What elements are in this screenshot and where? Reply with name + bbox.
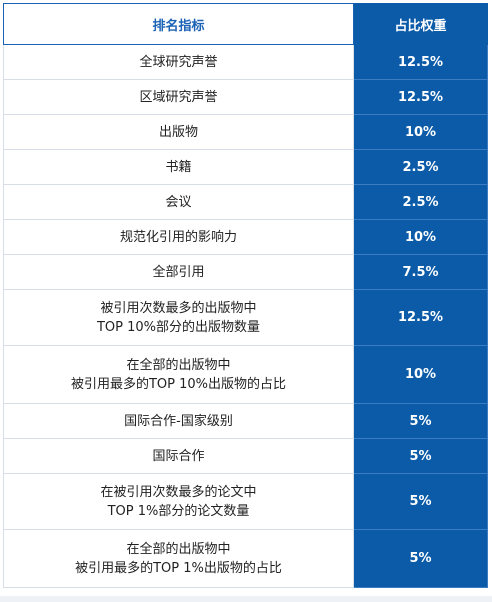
indicator-name-line: 出版物 xyxy=(158,124,198,140)
indicator-name-line: 会议 xyxy=(165,194,192,210)
indicator-name: 全球研究声誉 xyxy=(3,44,354,80)
header-indicator: 排名指标 xyxy=(3,3,354,45)
indicator-name-line: 全球研究声誉 xyxy=(139,54,218,70)
table-header-row: 排名指标 占比权重 xyxy=(3,3,488,45)
weight-value: 5% xyxy=(353,473,488,530)
table-row: 在全部的出版物中 被引用最多的TOP 1%出版物的占比 5% xyxy=(3,529,488,588)
weight-value: 7.5% xyxy=(353,254,488,290)
table-row: 区域研究声誉 12.5% xyxy=(3,79,488,115)
table-row: 全部引用 7.5% xyxy=(3,254,488,290)
ranking-weights-table: 排名指标 占比权重 全球研究声誉 12.5% 区域研究声誉 12.5% 出版物 … xyxy=(3,3,488,588)
table-row: 国际合作 5% xyxy=(3,438,488,474)
indicator-name-line: 区域研究声誉 xyxy=(139,89,218,105)
weight-value: 5% xyxy=(353,438,488,474)
indicator-name: 区域研究声誉 xyxy=(3,79,354,115)
indicator-name: 全部引用 xyxy=(3,254,354,290)
weight-value: 12.5% xyxy=(353,79,488,115)
indicator-name-line: 被引用次数最多的出版物中 xyxy=(100,300,257,316)
ranking-weights-table-container: 排名指标 占比权重 全球研究声誉 12.5% 区域研究声誉 12.5% 出版物 … xyxy=(3,3,488,588)
indicator-name-line: 全部引用 xyxy=(152,264,205,280)
header-weight: 占比权重 xyxy=(353,3,488,45)
weight-value: 12.5% xyxy=(353,44,488,80)
weight-value: 5% xyxy=(353,403,488,439)
table-row: 在全部的出版物中 被引用最多的TOP 10%出版物的占比 10% xyxy=(3,345,488,404)
indicator-name: 书籍 xyxy=(3,149,354,185)
table-row: 被引用次数最多的出版物中 TOP 10%部分的出版物数量 12.5% xyxy=(3,289,488,346)
table-row: 书籍 2.5% xyxy=(3,149,488,185)
indicator-name-line: 被引用最多的TOP 1%出版物的占比 xyxy=(75,560,282,576)
weight-value: 10% xyxy=(353,219,488,255)
indicator-name: 规范化引用的影响力 xyxy=(3,219,354,255)
table-row: 规范化引用的影响力 10% xyxy=(3,219,488,255)
indicator-name-line: TOP 1%部分的论文数量 xyxy=(107,503,250,519)
indicator-name: 会议 xyxy=(3,184,354,220)
weight-value: 2.5% xyxy=(353,149,488,185)
indicator-name: 国际合作 xyxy=(3,438,354,474)
weight-value: 10% xyxy=(353,114,488,150)
indicator-name-line: 在被引用次数最多的论文中 xyxy=(100,484,257,500)
table-row: 全球研究声誉 12.5% xyxy=(3,44,488,80)
indicator-name: 在全部的出版物中 被引用最多的TOP 10%出版物的占比 xyxy=(3,345,354,404)
indicator-name-line: 被引用最多的TOP 10%出版物的占比 xyxy=(70,376,287,392)
weight-value: 2.5% xyxy=(353,184,488,220)
weight-value: 5% xyxy=(353,529,488,588)
indicator-name: 被引用次数最多的出版物中 TOP 10%部分的出版物数量 xyxy=(3,289,354,346)
indicator-name-line: 国际合作 xyxy=(152,448,205,464)
weight-value: 10% xyxy=(353,345,488,404)
table-row: 在被引用次数最多的论文中 TOP 1%部分的论文数量 5% xyxy=(3,473,488,530)
indicator-name-line: 在全部的出版物中 xyxy=(126,357,231,373)
table-row: 会议 2.5% xyxy=(3,184,488,220)
indicator-name-line: 国际合作-国家级别 xyxy=(124,413,233,429)
bottom-divider xyxy=(0,596,492,602)
indicator-name-line: 书籍 xyxy=(165,159,192,175)
indicator-name: 在被引用次数最多的论文中 TOP 1%部分的论文数量 xyxy=(3,473,354,530)
table-row: 国际合作-国家级别 5% xyxy=(3,403,488,439)
weight-value: 12.5% xyxy=(353,289,488,346)
indicator-name-line: TOP 10%部分的出版物数量 xyxy=(96,319,261,335)
indicator-name: 国际合作-国家级别 xyxy=(3,403,354,439)
indicator-name: 在全部的出版物中 被引用最多的TOP 1%出版物的占比 xyxy=(3,529,354,588)
indicator-name: 出版物 xyxy=(3,114,354,150)
indicator-name-line: 在全部的出版物中 xyxy=(126,541,231,557)
indicator-name-line: 规范化引用的影响力 xyxy=(119,229,237,245)
table-row: 出版物 10% xyxy=(3,114,488,150)
